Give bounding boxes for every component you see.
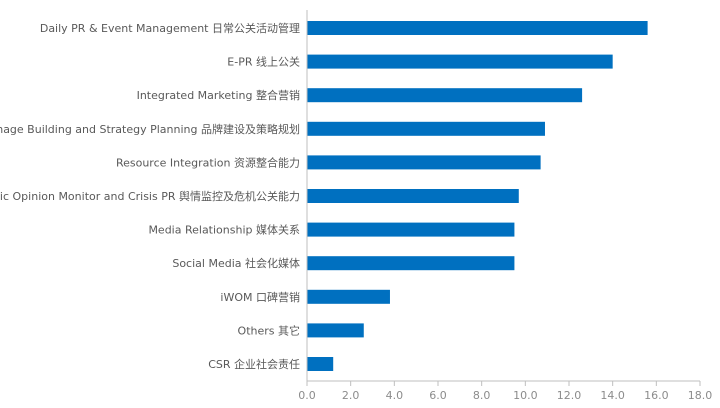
bar (307, 357, 334, 371)
x-tick-label: 8.0 (473, 389, 491, 402)
x-tick-label: 14.0 (600, 389, 625, 402)
bar (307, 121, 545, 136)
category-label: CSR 企业社会责任 (208, 357, 300, 371)
bars (307, 21, 648, 371)
bar (307, 21, 648, 35)
x-tick-label: 2.0 (342, 389, 360, 402)
bar (307, 289, 390, 304)
category-label: Integrated Marketing 整合营销 (137, 88, 300, 102)
x-tick-label: 6.0 (429, 389, 447, 402)
bar (307, 189, 519, 203)
x-tick-label: 12.0 (557, 389, 582, 402)
category-label: Media Relationship 媒体关系 (148, 223, 300, 237)
bar (307, 88, 583, 103)
bar (307, 323, 364, 338)
x-axis: 0.0 2.0 4.0 6.0 8.0 10.0 12.0 14.0 16.0 18.0 (298, 10, 712, 402)
category-label: Brand Image Building and Strategy Planni… (0, 122, 300, 136)
x-tick-label: 18.0 (688, 389, 713, 402)
category-label: Resource Integration 资源整合能力 (116, 155, 300, 169)
x-tick-label: 0.0 (298, 389, 316, 402)
category-label: E-PR 线上公关 (227, 55, 300, 69)
bar (307, 155, 541, 170)
category-label: iWOM 口碑营销 (220, 290, 300, 304)
category-label: Daily PR & Event Management 日常公关活动管理 (40, 21, 300, 35)
x-tick-label: 4.0 (386, 389, 404, 402)
category-label: Others 其它 (238, 323, 300, 337)
x-tick-label: 10.0 (513, 389, 538, 402)
bar (307, 256, 515, 271)
category-label: Public Opinion Monitor and Crisis PR 舆情监… (0, 189, 300, 203)
bar (307, 222, 515, 237)
bar (307, 54, 613, 69)
x-tick-label: 16.0 (644, 389, 669, 402)
category-label: Social Media 社会化媒体 (172, 256, 300, 270)
category-labels: Daily PR & Event Management 日常公关活动管理 E-PR… (0, 21, 300, 371)
